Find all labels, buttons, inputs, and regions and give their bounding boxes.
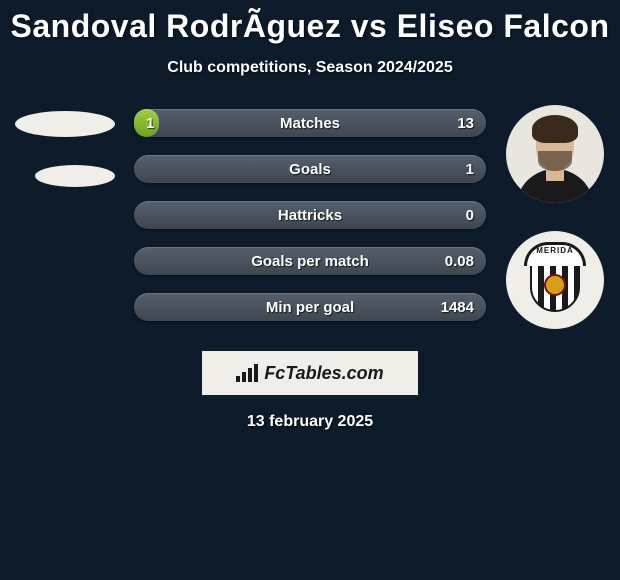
main-row: 1 Matches 13 Goals 1 Hattricks 0 Goals p… (0, 105, 620, 329)
comparison-card: Sandoval RodrÃ­guez vs Eliseo Falcon Clu… (0, 0, 620, 431)
source-logo: FcTables.com (202, 351, 418, 395)
stat-label: Matches (134, 115, 486, 132)
stat-label: Goals (134, 161, 486, 178)
stat-right-value: 1 (466, 161, 474, 178)
stat-bar: Goals per match 0.08 (134, 247, 486, 275)
snapshot-date: 13 february 2025 (0, 413, 620, 431)
source-logo-text: FcTables.com (264, 363, 383, 384)
stat-label: Hattricks (134, 207, 486, 224)
stat-bar: Hattricks 0 (134, 201, 486, 229)
player-right-column: MERIDA (500, 105, 610, 329)
player-left-column (10, 105, 120, 187)
stat-right-value: 0.08 (445, 253, 474, 270)
bar-chart-icon (236, 364, 258, 382)
stat-bars: 1 Matches 13 Goals 1 Hattricks 0 Goals p… (120, 105, 500, 321)
stat-label: Min per goal (134, 299, 486, 316)
stat-label: Goals per match (134, 253, 486, 270)
player-left-avatar-placeholder (15, 111, 115, 137)
stat-bar: 1 Matches 13 (134, 109, 486, 137)
crest-label: MERIDA (524, 246, 586, 255)
subtitle: Club competitions, Season 2024/2025 (0, 59, 620, 77)
stat-right-value: 0 (466, 207, 474, 224)
player-right-crest: MERIDA (506, 231, 604, 329)
player-left-crest-placeholder (35, 165, 115, 187)
stat-bar: Min per goal 1484 (134, 293, 486, 321)
stat-right-value: 1484 (441, 299, 474, 316)
page-title: Sandoval RodrÃ­guez vs Eliseo Falcon (0, 8, 620, 45)
stat-right-value: 13 (457, 115, 474, 132)
player-right-avatar (506, 105, 604, 203)
stat-bar: Goals 1 (134, 155, 486, 183)
